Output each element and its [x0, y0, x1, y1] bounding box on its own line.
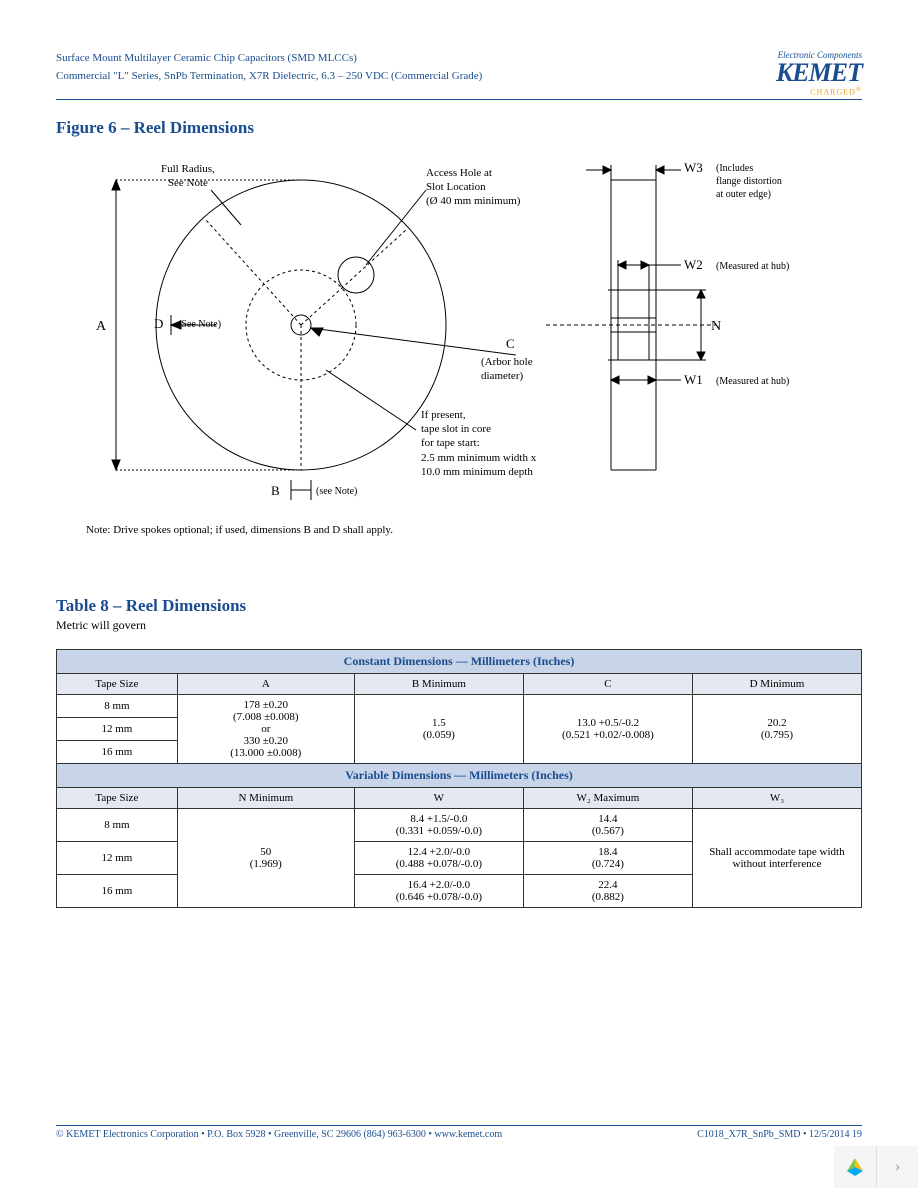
nav-logo-icon[interactable] [834, 1146, 876, 1188]
label-D: D [154, 316, 163, 333]
reel-diagram: Full Radius, See Note Access Hole at Slo… [66, 150, 866, 520]
s2r0-W2: 14.4(0.567) [523, 808, 692, 841]
s1-D: 20.2(0.795) [692, 694, 861, 763]
label-W1: W1 [684, 372, 703, 389]
header-line2: Commercial "L" Series, SnPb Termination,… [56, 68, 482, 86]
s2r2-W: 16.4 +2.0/-0.0(0.646 +0.078/-0.0) [354, 874, 523, 907]
s2r2c0: 16 mm [57, 874, 178, 907]
footer-left: © KEMET Electronics Corporation • P.O. B… [56, 1129, 502, 1140]
page-header: Surface Mount Multilayer Ceramic Chip Ca… [56, 50, 862, 100]
s1r1c0: 12 mm [57, 717, 178, 740]
label-A: A [96, 318, 106, 336]
figure-title: Figure 6 – Reel Dimensions [56, 118, 862, 138]
label-arbor: (Arbor hole diameter) [481, 355, 533, 384]
label-W2: W2 [684, 257, 703, 274]
s2-W3: Shall accommodate tape width without int… [692, 808, 861, 907]
charged-text: CHARGED® [776, 86, 862, 97]
label-access-hole: Access Hole at Slot Location (Ø 40 mm mi… [426, 166, 520, 209]
s2r1-W: 12.4 +2.0/-0.0(0.488 +0.078/-0.0) [354, 841, 523, 874]
figure-note: Note: Drive spokes optional; if used, di… [86, 524, 862, 536]
s2r1c0: 12 mm [57, 841, 178, 874]
s2r0c0: 8 mm [57, 808, 178, 841]
footer-right: C1018_X7R_SnPb_SMD • 12/5/2014 19 [697, 1129, 862, 1140]
col-W3: W₃ [692, 787, 861, 808]
label-full-radius: Full Radius, See Note [161, 162, 215, 191]
col-D: D Minimum [692, 673, 861, 694]
label-W1-note: (Measured at hub) [716, 375, 789, 388]
label-W3: W3 [684, 160, 703, 177]
reel-dimensions-table: Constant Dimensions — Millimeters (Inche… [56, 649, 862, 908]
label-W3-note: (Includes flange distortion at outer edg… [716, 162, 782, 201]
s1r0c0: 8 mm [57, 694, 178, 717]
s1-A: 178 ±0.20(7.008 ±0.008) or 330 ±0.20(13.… [177, 694, 354, 763]
s2r1-W2: 18.4(0.724) [523, 841, 692, 874]
table-section2: Variable Dimensions — Millimeters (Inche… [57, 763, 862, 787]
label-D-note: (See Note) [178, 318, 221, 331]
header-line1: Surface Mount Multilayer Ceramic Chip Ca… [56, 50, 482, 68]
label-C: C [506, 336, 515, 353]
col-W2: W₂ Maximum [523, 787, 692, 808]
nav-widget: › [834, 1146, 918, 1188]
s2r0-W: 8.4 +1.5/-0.0(0.331 +0.059/-0.0) [354, 808, 523, 841]
col-W: W [354, 787, 523, 808]
s2r2-W2: 22.4(0.882) [523, 874, 692, 907]
s1r2c0: 16 mm [57, 740, 178, 763]
col-A: A [177, 673, 354, 694]
col-N: N Minimum [177, 787, 354, 808]
s2-N: 50(1.969) [177, 808, 354, 907]
col-C: C [523, 673, 692, 694]
label-B-note: (see Note) [316, 485, 357, 498]
col-B: B Minimum [354, 673, 523, 694]
label-tape-slot: If present, tape slot in core for tape s… [421, 408, 536, 479]
label-N: N [711, 318, 721, 336]
col-tape2: Tape Size [57, 787, 178, 808]
label-B: B [271, 483, 280, 500]
table-section1: Constant Dimensions — Millimeters (Inche… [57, 649, 862, 673]
page-footer: © KEMET Electronics Corporation • P.O. B… [56, 1125, 862, 1140]
nav-next-button[interactable]: › [876, 1146, 918, 1188]
label-W2-note: (Measured at hub) [716, 260, 789, 273]
table-subtitle: Metric will govern [56, 618, 862, 633]
table-title: Table 8 – Reel Dimensions [56, 596, 862, 616]
s1-C: 13.0 +0.5/-0.2(0.521 +0.02/-0.008) [523, 694, 692, 763]
col-tape1: Tape Size [57, 673, 178, 694]
kemet-logo: KEMET [776, 60, 862, 86]
s1-B: 1.5(0.059) [354, 694, 523, 763]
